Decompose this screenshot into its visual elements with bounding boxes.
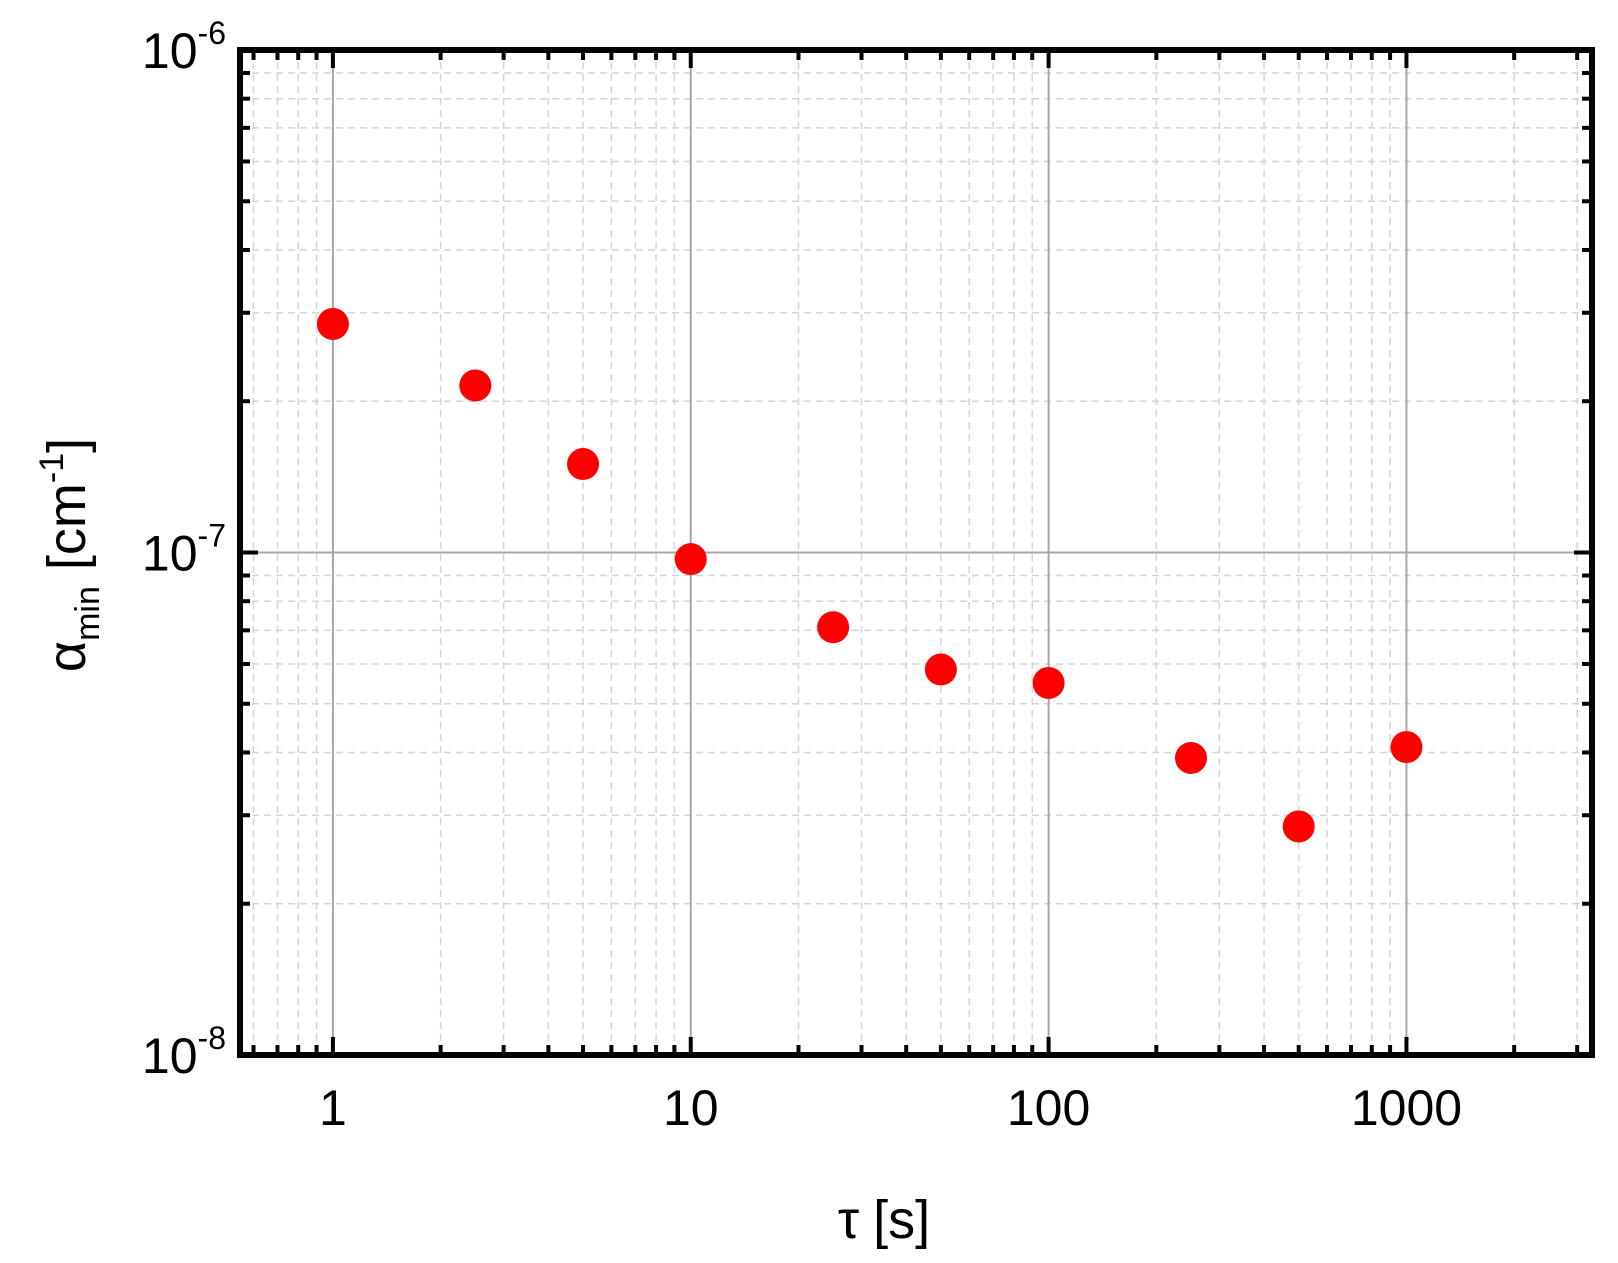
x-tick-label: 100 [1007, 1080, 1090, 1136]
y-axis-unit-suffix: ] [37, 438, 97, 453]
y-tick-label: 10-7 [142, 518, 226, 582]
major-gridlines [240, 50, 1592, 1055]
x-tick-label: 1 [319, 1080, 347, 1136]
data-point [924, 653, 957, 686]
y-tick-label: 10-8 [142, 1020, 226, 1084]
data-point [1175, 741, 1208, 774]
data-points [316, 307, 1423, 843]
minor-gridlines [240, 50, 1592, 1055]
y-axis-title: αmin [cm-1] [33, 438, 107, 672]
x-tick-label: 10 [663, 1080, 719, 1136]
data-point [459, 369, 492, 402]
x-tick-labels: 1 10 100 1000 [319, 1080, 1462, 1136]
data-point [567, 448, 600, 481]
x-tick-label: 1000 [1351, 1080, 1462, 1136]
y-axis-subscript: min [69, 586, 107, 641]
y-tick-labels: 10-8 10-7 10-6 [142, 15, 226, 1084]
x-axis-title: τ [s] [838, 1190, 930, 1250]
y-axis-symbol: α [37, 641, 97, 672]
y-axis-unit-superscript: -1 [33, 453, 71, 483]
plot-frame [237, 47, 1595, 1058]
svg-text:αmin[cm-1]: αmin [cm-1] [33, 438, 107, 672]
data-point [316, 307, 349, 340]
y-axis-unit-prefix: [cm [37, 483, 97, 570]
data-point [1390, 731, 1423, 764]
data-point [674, 543, 707, 576]
data-point [1282, 810, 1315, 843]
data-point [1032, 666, 1065, 699]
x-axis-unit: [s] [873, 1190, 930, 1250]
y-tick-label: 10-6 [142, 15, 226, 79]
data-point [817, 611, 850, 644]
x-axis-symbol: τ [838, 1190, 859, 1250]
